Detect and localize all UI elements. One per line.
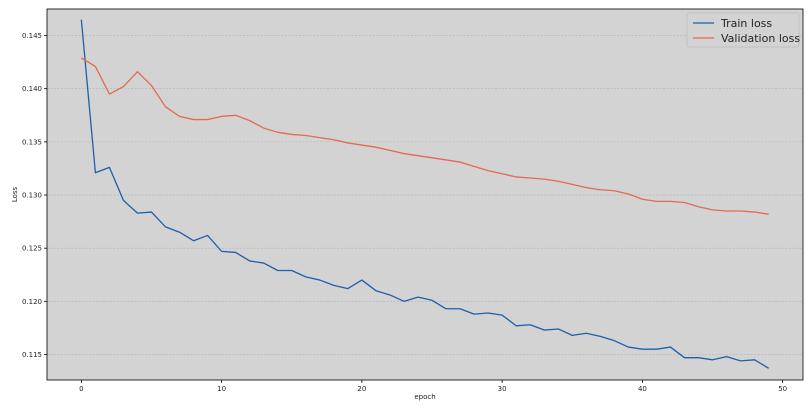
legend-label-validation-loss: Validation loss: [721, 32, 800, 45]
y-tick-label: 0.130: [22, 192, 42, 200]
series-line-train-loss: [80, 19, 769, 369]
series-line-validation-loss: [81, 57, 769, 215]
x-tick-label: 30: [498, 385, 507, 393]
legend: Train loss Validation loss: [686, 12, 800, 48]
gridlines: [47, 35, 803, 355]
x-tick-label: 0: [79, 385, 83, 393]
x-tick-label: 40: [638, 385, 647, 393]
y-axis-label: Loss: [11, 186, 19, 202]
y-tick-label: 0.125: [22, 245, 42, 253]
x-tick-label: 10: [217, 385, 226, 393]
plot-frame: [46, 8, 804, 381]
y-axis: 0.115 0.120 0.125 0.130 0.135 0.140 0.145: [22, 32, 47, 359]
legend-label-train-loss: Train loss: [720, 17, 772, 30]
plot-area: [47, 9, 803, 380]
y-tick-label: 0.135: [22, 138, 42, 146]
x-tick-label: 20: [357, 385, 366, 393]
x-tick-label: 50: [778, 385, 787, 393]
x-axis: 0 10 20 30 40 50: [79, 380, 787, 393]
y-tick-label: 0.115: [22, 351, 42, 359]
x-axis-label: epoch: [414, 393, 435, 401]
y-tick-label: 0.120: [22, 298, 42, 306]
y-tick-label: 0.145: [22, 32, 42, 40]
series-layer: [80, 19, 769, 369]
y-tick-label: 0.140: [22, 85, 42, 93]
legend-box: [686, 12, 800, 48]
